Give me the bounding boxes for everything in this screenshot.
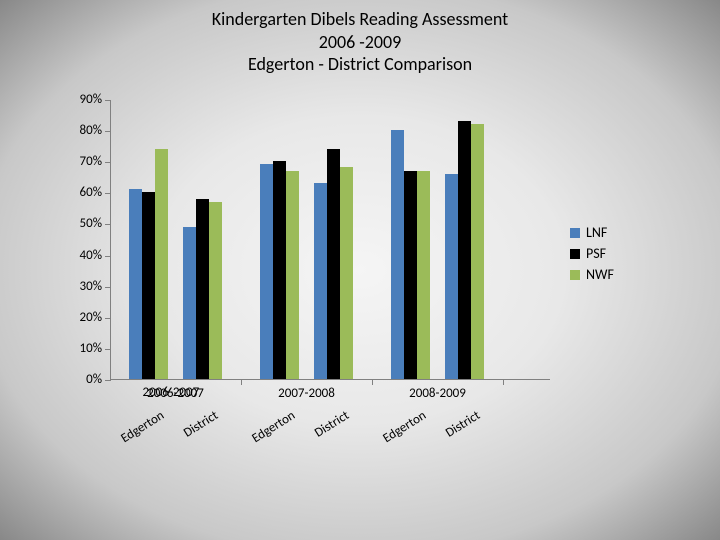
y-axis-label: 80% <box>62 123 102 138</box>
y-axis-label: 60% <box>62 185 102 200</box>
y-tick <box>105 224 111 225</box>
legend-swatch <box>570 228 580 238</box>
bar-nwf <box>286 171 299 379</box>
y-tick <box>105 131 111 132</box>
bar-nwf <box>209 202 222 379</box>
bar-lnf <box>129 189 142 379</box>
title-line-2: 2006 -2009 <box>0 31 720 54</box>
y-axis-label: 10% <box>62 341 102 356</box>
legend-label: PSF <box>586 245 606 262</box>
bar-psf <box>458 121 471 379</box>
x-category-label: Edgerton <box>108 408 167 453</box>
bar-nwf <box>340 167 353 379</box>
legend-swatch <box>570 270 580 280</box>
y-axis-label: 20% <box>62 310 102 325</box>
y-axis-label: 90% <box>62 92 102 107</box>
bar-psf <box>327 149 340 379</box>
y-tick <box>105 287 111 288</box>
legend-item: LNF <box>570 224 614 241</box>
y-axis-label: 40% <box>62 248 102 263</box>
x-category-label: District <box>424 408 483 453</box>
title-line-3: Edgerton - District Comparison <box>0 53 720 76</box>
y-tick <box>105 256 111 257</box>
overlay-group-label: 2006-2007 <box>143 385 200 400</box>
x-category-label: Edgerton <box>239 408 298 453</box>
x-group-tick <box>241 379 242 385</box>
legend-item: NWF <box>570 266 614 283</box>
chart-title: Kindergarten Dibels Reading Assessment 2… <box>0 8 720 76</box>
legend-swatch <box>570 249 580 259</box>
y-axis-label: 0% <box>62 372 102 387</box>
x-group-label: 2007-2008 <box>262 386 352 401</box>
x-group-tick <box>503 379 504 385</box>
y-tick <box>105 162 111 163</box>
title-line-1: Kindergarten Dibels Reading Assessment <box>0 8 720 31</box>
bar-lnf <box>314 183 327 379</box>
y-tick <box>105 380 111 381</box>
x-category-label: District <box>293 408 352 453</box>
bar-lnf <box>391 130 404 379</box>
bar-psf <box>196 199 209 379</box>
x-group-tick <box>372 379 373 385</box>
bar-lnf <box>183 227 196 379</box>
chart-area: 0%10%20%30%40%50%60%70%80%90%2006-200720… <box>70 100 550 410</box>
x-category-label: District <box>162 408 221 453</box>
y-tick <box>105 100 111 101</box>
x-group-label: 2008-2009 <box>393 386 483 401</box>
y-axis-label: 50% <box>62 216 102 231</box>
y-axis-label: 70% <box>62 154 102 169</box>
bar-nwf <box>155 149 168 379</box>
bar-psf <box>142 192 155 379</box>
bar-nwf <box>417 171 430 379</box>
bar-lnf <box>260 164 273 379</box>
bar-lnf <box>445 174 458 379</box>
plot-region: 0%10%20%30%40%50%60%70%80%90%2006-200720… <box>110 100 550 380</box>
bar-nwf <box>471 124 484 379</box>
y-tick <box>105 318 111 319</box>
legend-label: LNF <box>586 224 607 241</box>
x-category-label: Edgerton <box>370 408 429 453</box>
legend-label: NWF <box>586 266 614 283</box>
y-axis-label: 30% <box>62 279 102 294</box>
bar-psf <box>273 161 286 379</box>
legend-item: PSF <box>570 245 614 262</box>
bar-psf <box>404 171 417 379</box>
y-tick <box>105 193 111 194</box>
legend: LNF PSF NWF <box>570 220 614 287</box>
y-tick <box>105 349 111 350</box>
